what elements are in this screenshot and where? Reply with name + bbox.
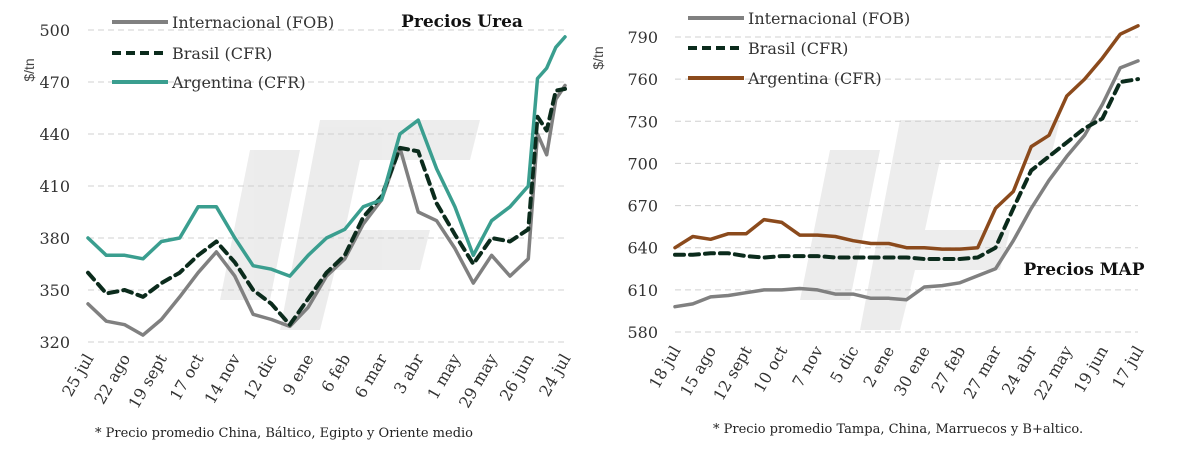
urea-x-tick-label: 25 jul (58, 351, 97, 400)
urea-y-tick-label: 500 (39, 21, 70, 40)
map-series-line-2 (673, 24, 1140, 251)
urea-series-line-2 (86, 35, 567, 278)
legend-label-argentina: Argentina (CFR) (747, 69, 882, 88)
urea-x-tick-label: 6 mar (351, 350, 391, 401)
urea-chart-title: Precios Urea (401, 12, 523, 32)
urea-series-line-1 (86, 86, 567, 327)
map-y-tick-label: 670 (627, 197, 658, 216)
urea-y-tick-label: 470 (39, 73, 70, 92)
map-y-tick-label: 700 (627, 154, 658, 173)
watermark-logo (220, 120, 1060, 330)
map-y-tick-label: 790 (627, 28, 658, 47)
legend-label-argentina: Argentina (CFR) (171, 73, 306, 92)
legend-label-brasil: Brasil (CFR) (748, 39, 848, 58)
map-series-lines (673, 24, 1140, 309)
urea-y-tick-label: 380 (39, 229, 70, 248)
map-x-tick-label: 7 nov (788, 343, 827, 391)
urea-x-tick-label: 9 ene (279, 351, 318, 399)
urea-y-tick-label: 440 (39, 125, 70, 144)
map-y-tick-label: 640 (627, 239, 658, 258)
map-y-tick-label: 610 (627, 281, 658, 300)
map-x-tick-label: 5 dic (826, 342, 862, 386)
map-x-tick-label: 30 ene (890, 343, 934, 400)
map-y-tick-label: 730 (627, 112, 658, 131)
urea-series-line-0 (86, 83, 567, 337)
map-x-tick-label: 10 oct (750, 342, 792, 396)
urea-y-axis-label: $/tn (21, 58, 37, 81)
urea-y-tick-labels: 320 350 380 410 440 470 500 (39, 21, 70, 352)
urea-footnote: * Precio promedio China, Báltico, Egipto… (95, 426, 473, 441)
map-chart-title: Precios MAP (1024, 260, 1145, 280)
map-y-tick-label: 760 (627, 70, 658, 89)
urea-x-tick-label: 12 dic (240, 350, 281, 403)
map-x-tick-label: 19 jun (1070, 343, 1112, 397)
map-series-line-1 (673, 77, 1140, 261)
legend-label-internacional: Internacional (FOB) (748, 9, 910, 28)
urea-y-tick-label: 410 (39, 177, 70, 196)
urea-x-tick-label: 24 jul (535, 351, 574, 400)
urea-x-tick-label: 6 feb (317, 351, 354, 396)
map-x-tick-label: 17 jul (1108, 343, 1147, 392)
map-y-tick-label: 580 (627, 323, 658, 342)
urea-y-tick-label: 320 (39, 333, 70, 352)
map-footnote: * Precio promedio Tampa, China, Marrueco… (713, 422, 1083, 437)
legend-label-brasil: Brasil (CFR) (172, 44, 272, 63)
urea-x-tick-label: 26 jun (496, 351, 538, 405)
map-series-line-0 (673, 59, 1140, 309)
map-legend: Internacional (FOB) Brasil (CFR) Argenti… (688, 9, 910, 88)
urea-y-tick-label: 350 (39, 281, 70, 300)
urea-x-tick-label: 3 abr (390, 350, 428, 397)
urea-legend: Internacional (FOB) Brasil (CFR) Argenti… (112, 13, 334, 92)
map-y-tick-labels: 580 610 640 670 700 730 760 790 (627, 28, 658, 342)
map-x-tick-label: 2 ene (859, 343, 898, 391)
map-y-axis-label: $/tn (590, 46, 606, 69)
legend-label-internacional: Internacional (FOB) (172, 13, 334, 32)
urea-series-lines (86, 35, 567, 337)
urea-x-tick-label: 14 nov (201, 351, 245, 408)
